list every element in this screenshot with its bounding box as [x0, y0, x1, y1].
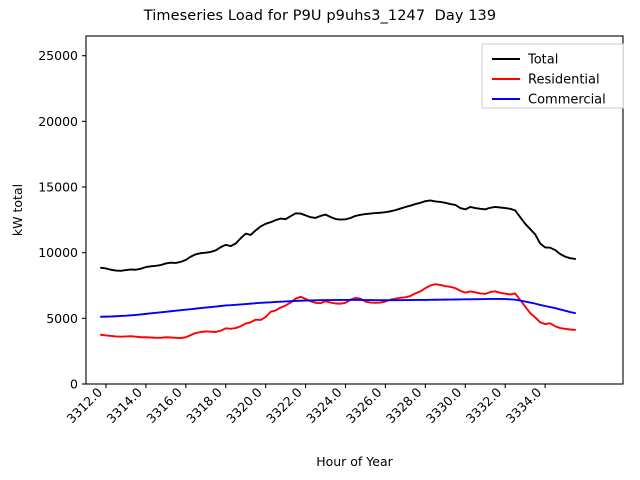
x-tick-label: 3332.0 — [463, 384, 505, 426]
x-tick-label: 3330.0 — [423, 384, 465, 426]
x-tick-label: 3322.0 — [263, 384, 305, 426]
x-tick-label: 3328.0 — [383, 384, 425, 426]
legend-label-commercial: Commercial — [528, 93, 606, 108]
y-tick-label: 15000 — [38, 180, 78, 195]
y-tick-label: 0 — [70, 377, 78, 392]
chart-title: Timeseries Load for P9U p9uhs3_1247 Day … — [143, 8, 497, 24]
x-tick-label: 3314.0 — [103, 384, 145, 426]
series-line-residential — [100, 283, 577, 339]
plot-frame — [85, 35, 624, 385]
legend-box — [481, 43, 624, 109]
x-axis-label: Hour of Year — [316, 454, 393, 469]
x-tick-label: 3324.0 — [303, 384, 345, 426]
x-tick-label: 3320.0 — [223, 384, 265, 426]
y-tick-label: 20000 — [38, 114, 78, 129]
y-tick-label: 5000 — [46, 311, 78, 326]
x-tick-label: 3326.0 — [343, 384, 385, 426]
series-line-commercial — [100, 297, 577, 318]
x-tick-label: 3316.0 — [143, 384, 185, 426]
x-tick-label: 3318.0 — [183, 384, 225, 426]
legend-label-residential: Residential — [528, 73, 600, 88]
y-tick-label: 25000 — [38, 48, 78, 63]
y-axis-label: kW total — [10, 184, 25, 236]
legend-label-total: Total — [527, 53, 558, 68]
chart-legend: Total Residential Commercial — [481, 43, 624, 109]
series-line-total — [100, 199, 577, 272]
y-tick-label: 10000 — [38, 245, 78, 260]
x-tick-label: 3334.0 — [503, 384, 545, 426]
